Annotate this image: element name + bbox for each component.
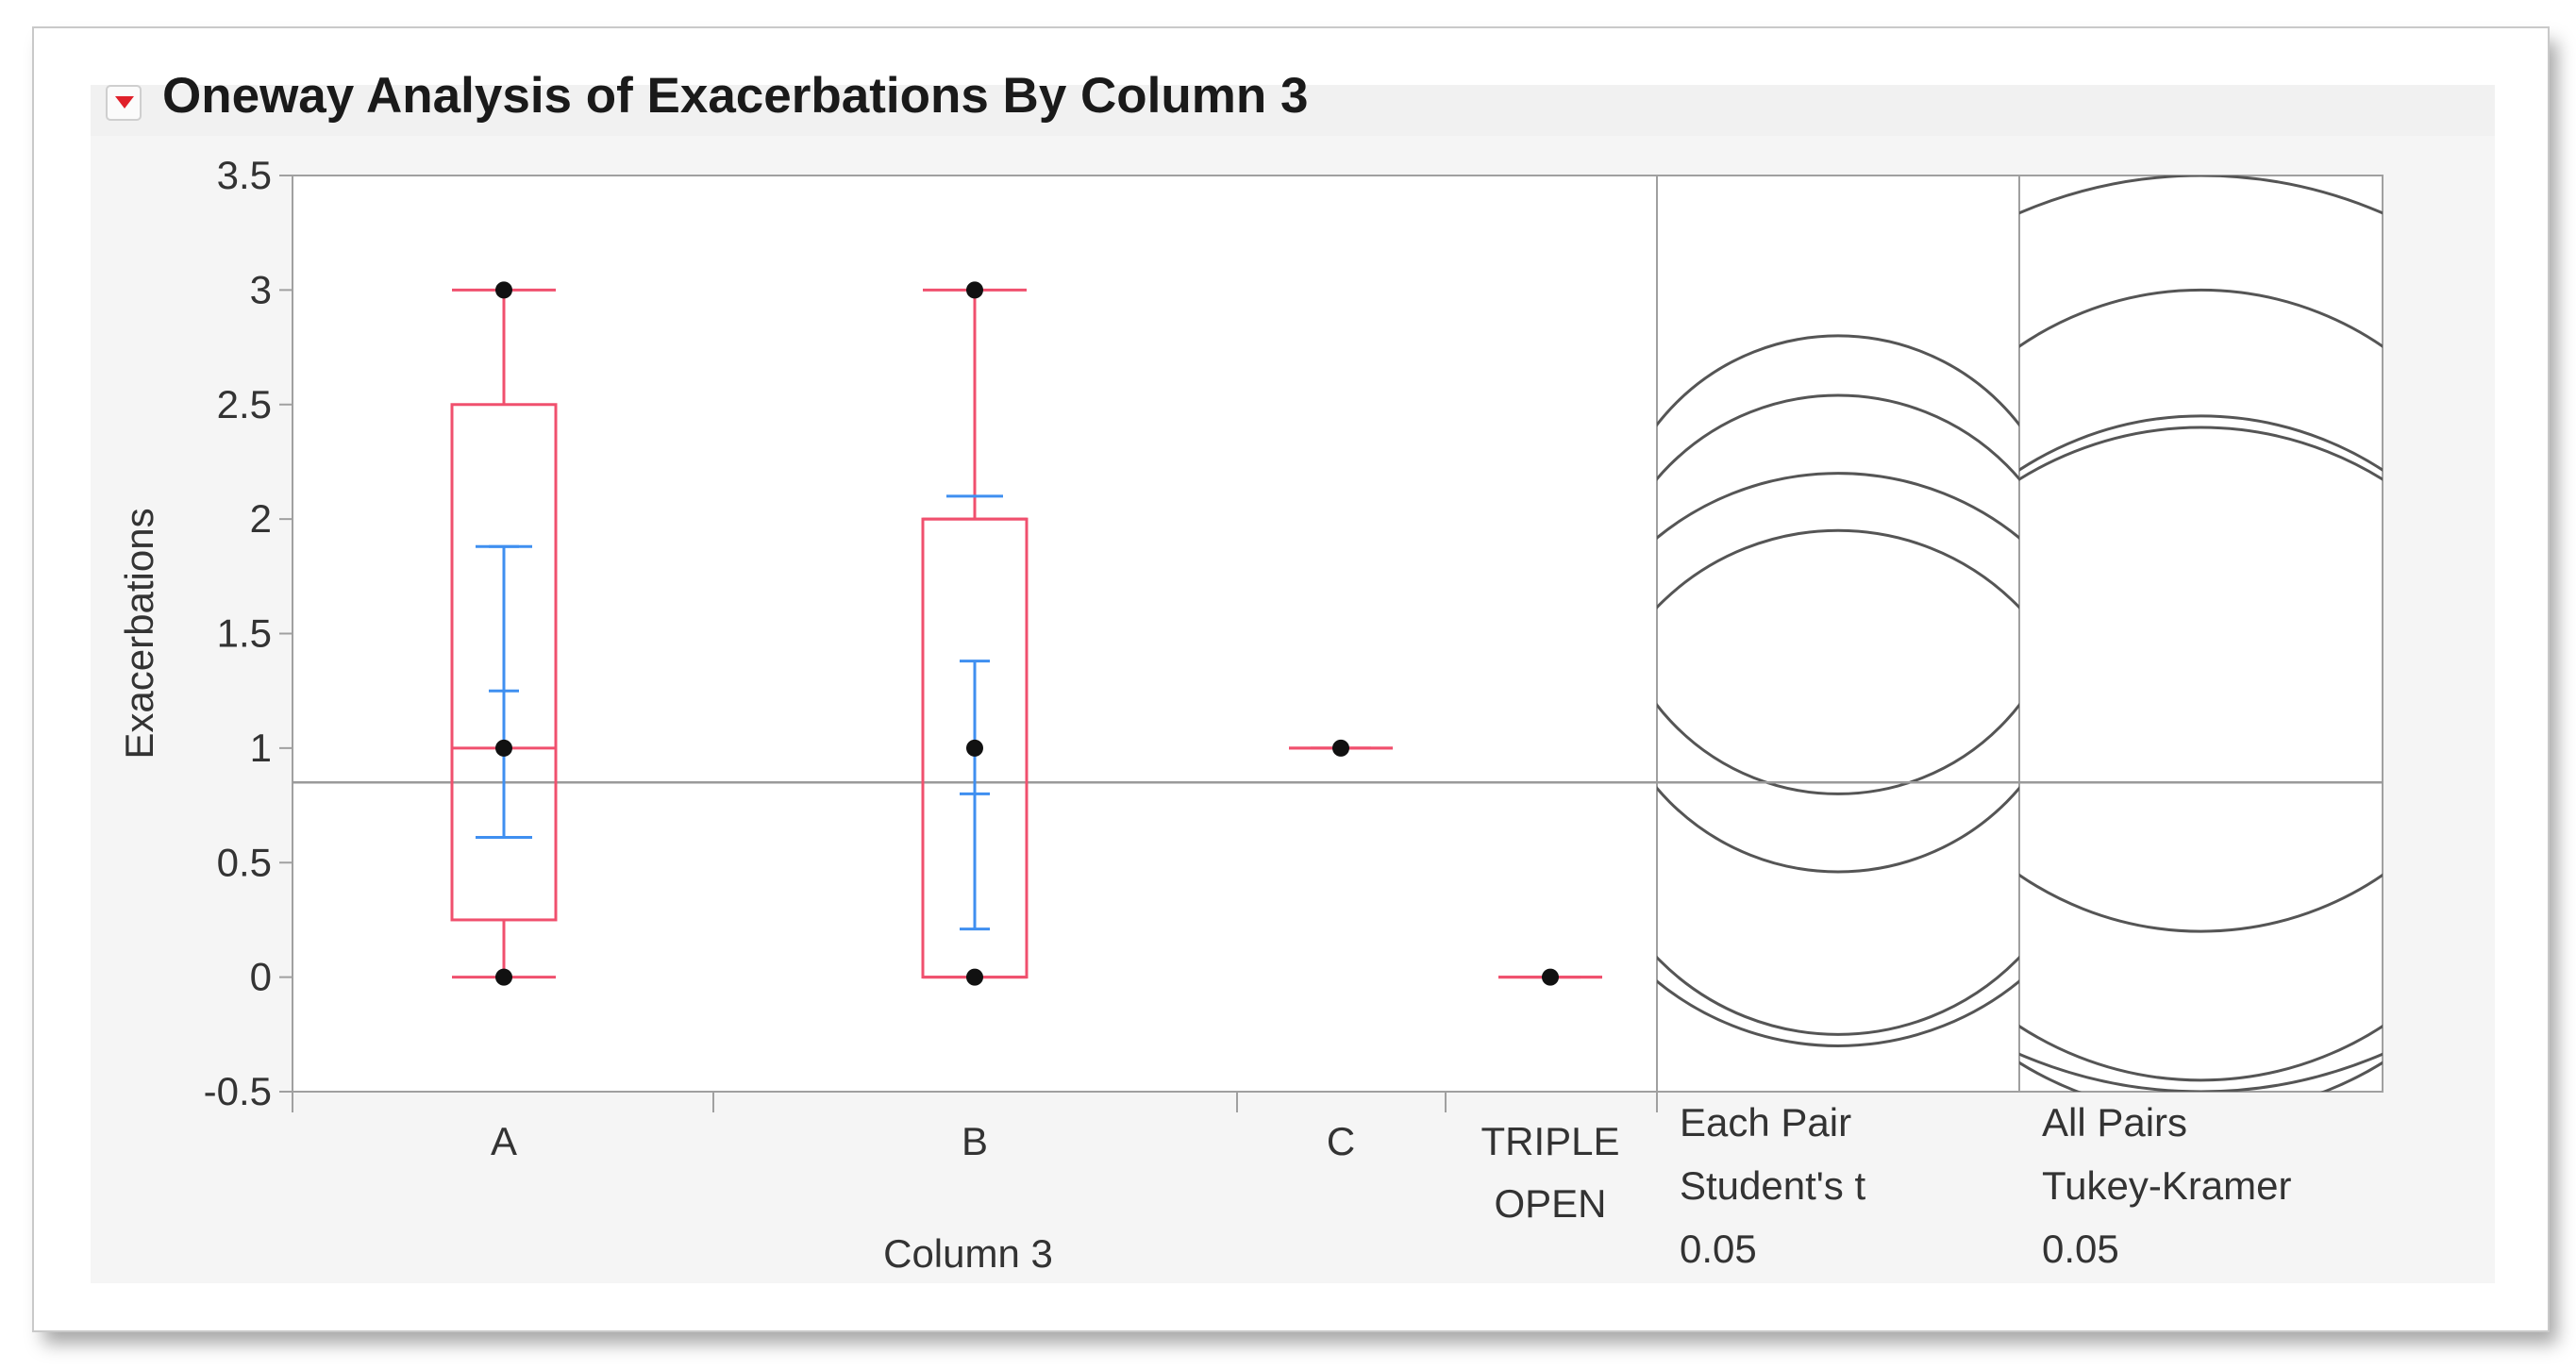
- outline-header: Oneway Analysis of Exacerbations By Colu…: [91, 68, 2495, 138]
- comparison-test-label: Student's t: [1680, 1163, 1865, 1208]
- y-tick-label: 3: [250, 267, 272, 311]
- y-axis-label: Exacerbations: [117, 508, 161, 759]
- data-point: [966, 968, 983, 986]
- data-point: [495, 739, 512, 757]
- comparison-test-label: Tukey-Kramer: [2042, 1163, 2292, 1208]
- y-tick-label: 1: [250, 726, 272, 770]
- comparison-circle: [1657, 393, 2019, 874]
- data-point: [495, 281, 512, 299]
- y-tick-label: 0: [250, 955, 272, 999]
- comparison-circle: [2019, 414, 2383, 1082]
- x-tick-label: TRIPLE: [1480, 1119, 1619, 1163]
- category-0-group: [450, 281, 558, 986]
- comparison-test-label: Each Pair: [1680, 1100, 1851, 1144]
- data-point: [495, 968, 512, 986]
- comparison-circle: [1657, 334, 2019, 795]
- comparison-circle: [2019, 426, 2383, 1092]
- comparison-test-label: 0.05: [2042, 1227, 2119, 1271]
- category-3-group: [1498, 968, 1602, 986]
- category-1-group: [921, 281, 1029, 986]
- x-tick-label: C: [1327, 1119, 1355, 1163]
- x-tick-label: A: [491, 1119, 517, 1163]
- y-tick-label: 3.5: [217, 153, 272, 197]
- data-point: [1542, 968, 1559, 986]
- comparison-test-label: 0.05: [1680, 1227, 1757, 1271]
- x-tick-label: OPEN: [1494, 1181, 1606, 1226]
- y-tick-label: 0.5: [217, 840, 272, 884]
- comparison-circle: [2019, 288, 2383, 933]
- report-title: Oneway Analysis of Exacerbations By Colu…: [162, 68, 1309, 124]
- data-point: [966, 739, 983, 757]
- red-triangle-menu-icon[interactable]: [106, 85, 142, 121]
- comparison-circle: [1657, 472, 2019, 1047]
- comparison-circles-group: [1657, 334, 2019, 1047]
- data-point: [1332, 739, 1349, 757]
- comparison-circle: [1657, 528, 2019, 1036]
- category-2-group: [1289, 739, 1393, 757]
- y-tick-label: 2: [250, 496, 272, 541]
- report-body: 3.5 3 2.5 2 1.5 1 0.5 0 -0.5 Exacerbations A B C TRIP…: [91, 136, 2495, 1283]
- plot-area: [292, 175, 2384, 1093]
- y-tick-label: -0.5: [204, 1069, 272, 1113]
- x-axis-label: Column 3: [883, 1231, 1053, 1276]
- y-tick-label: 1.5: [217, 611, 272, 656]
- y-tick-label: 2.5: [217, 382, 272, 426]
- triangle-down-icon: [115, 96, 134, 109]
- data-point: [966, 281, 983, 299]
- comparison-circles-group: [2019, 175, 2383, 1092]
- x-tick-label: B: [962, 1119, 988, 1163]
- comparison-test-label: All Pairs: [2042, 1100, 2187, 1144]
- oneway-chart: 3.5 3 2.5 2 1.5 1 0.5 0 -0.5 Exacerbations A B C TRIP…: [117, 153, 2384, 1276]
